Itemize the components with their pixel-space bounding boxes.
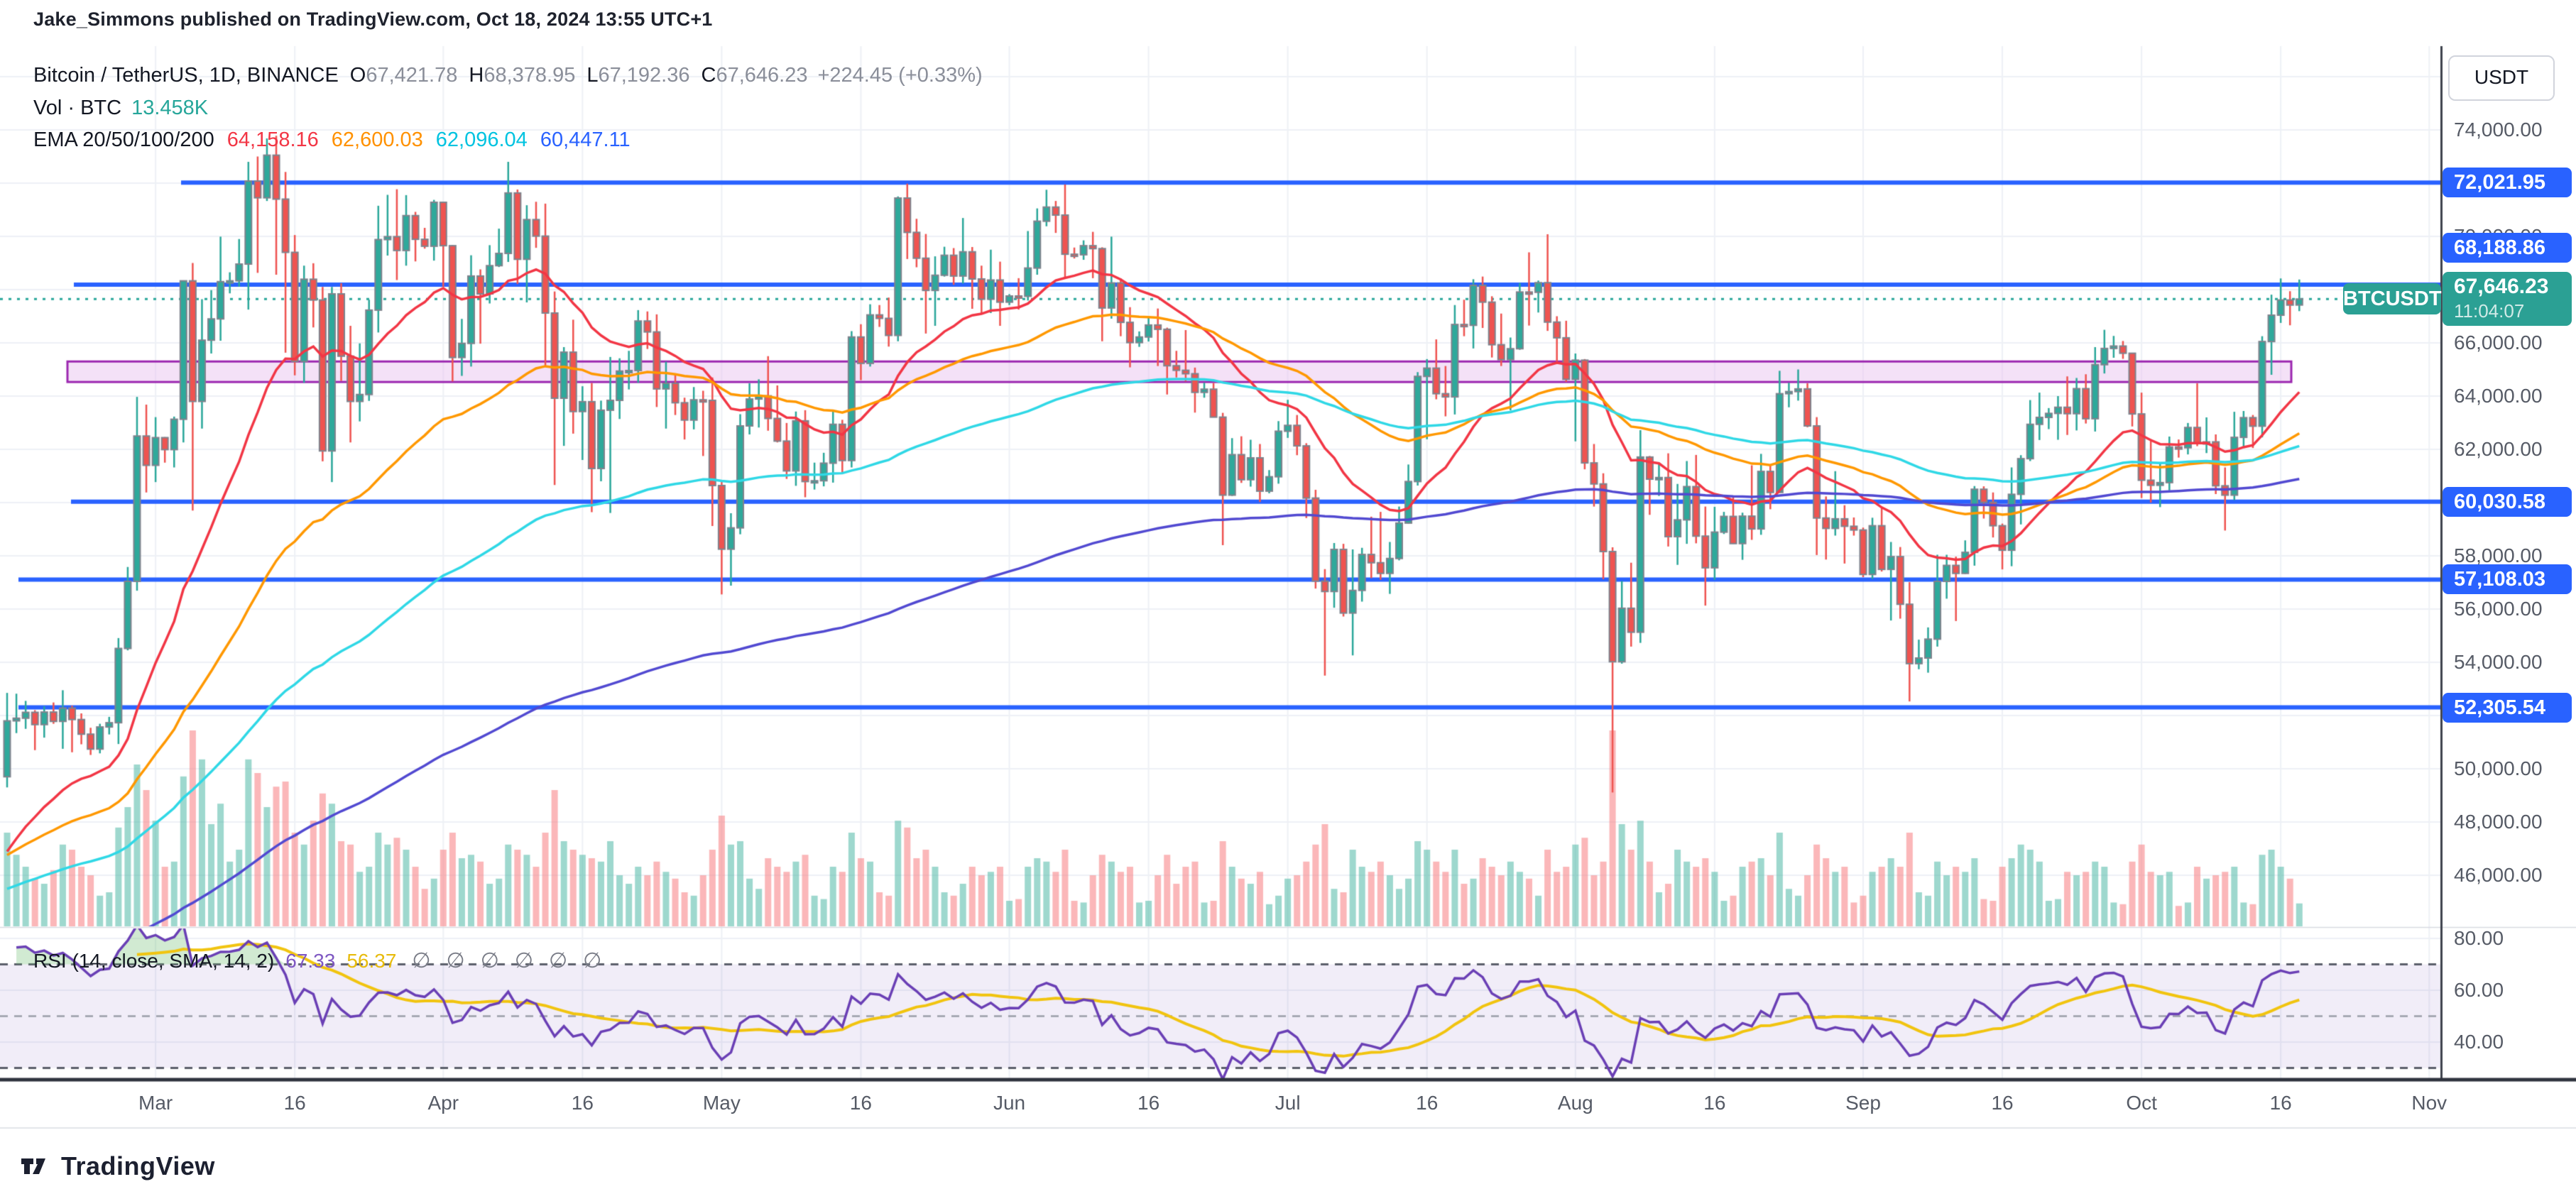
rsi-ma-value: 56.37 — [346, 950, 397, 972]
ohlc-key: O — [349, 64, 366, 87]
time-label: 16 — [571, 1092, 594, 1114]
price-tick: 50,000.00 — [2454, 757, 2543, 779]
price-level-tag: 52,305.54 — [2443, 692, 2572, 723]
time-label: May — [702, 1092, 741, 1114]
time-label: Apr — [427, 1092, 459, 1114]
time-label: Aug — [1557, 1092, 1593, 1114]
ema-value: 62,600.03 — [331, 128, 423, 151]
time-label: 16 — [1703, 1092, 1726, 1114]
symbol-price-flag: BTCUSDT — [2343, 283, 2442, 315]
volume-label: Vol · BTC — [33, 97, 122, 119]
rsi-legend[interactable]: RSI (14, close, SMA, 14, 2) 67.33 56.37 ∅ ∅ ∅… — [33, 948, 601, 973]
price-level-tag: 72,021.95 — [2443, 168, 2572, 198]
time-label: Oct — [2126, 1092, 2157, 1114]
change-value: +224.45 (+0.33%) — [817, 64, 983, 87]
ohlc-values: O67,421.78 H68,378.95 L67,192.36 C67,646.23 — [339, 64, 808, 87]
rsi-hidden-value: ∅ — [514, 949, 533, 972]
ohlc-value: 67,192.36 — [598, 64, 690, 87]
rsi-tick: 40.00 — [2454, 1031, 2504, 1053]
price-tick: 54,000.00 — [2454, 651, 2543, 673]
publisher-line: Jake_Simmons published on TradingView.co… — [33, 9, 713, 30]
price-level-tag: 57,108.03 — [2443, 564, 2572, 595]
rsi-hidden-values: ∅ ∅ ∅ ∅ ∅ ∅ — [396, 949, 602, 972]
time-label: 16 — [283, 1092, 306, 1114]
ohlc-key: L — [586, 64, 599, 87]
price-tick: 66,000.00 — [2454, 332, 2543, 354]
tradingview-wordmark: TradingView — [61, 1151, 215, 1180]
time-label: Mar — [138, 1092, 173, 1114]
rsi-hidden-value: ∅ — [548, 949, 568, 972]
ohlc-value: 67,421.78 — [366, 64, 458, 87]
price-level-tag: 60,030.58 — [2443, 486, 2572, 517]
rsi-tick: 60.00 — [2454, 979, 2504, 1001]
ema-value: 60,447.11 — [540, 128, 631, 151]
ohlc-key: C — [701, 64, 716, 87]
time-label: 16 — [849, 1092, 873, 1114]
ema-legend[interactable]: EMA 20/50/100/200 64,158.16 62,600.03 62,09… — [33, 128, 631, 152]
ema-values: 64,158.16 62,600.03 62,096.04 60,447.11 — [214, 128, 631, 151]
rsi-tick: 80.00 — [2454, 927, 2504, 949]
price-tick: 48,000.00 — [2454, 811, 2543, 833]
rsi-hidden-value: ∅ — [412, 949, 431, 972]
price-tick: 46,000.00 — [2454, 864, 2543, 886]
time-label: 16 — [1137, 1092, 1160, 1114]
ohlc-key: H — [469, 64, 484, 87]
price-level-tag: 68,188.86 — [2443, 232, 2572, 263]
price-tick: 62,000.00 — [2454, 438, 2543, 460]
rsi-label: RSI (14, close, SMA, 14, 2) — [33, 950, 275, 972]
price-tick: 74,000.00 — [2454, 119, 2543, 141]
rsi-hidden-value: ∅ — [480, 949, 499, 972]
time-label: Jun — [993, 1092, 1026, 1114]
ohlc-value: 67,646.23 — [716, 64, 808, 87]
volume-value: 13.458K — [131, 97, 209, 119]
current-price-value: 67,646.23 — [2454, 275, 2549, 299]
ohlc-value: 68,378.95 — [484, 64, 576, 87]
currency-toggle-button[interactable]: USDT — [2448, 55, 2555, 101]
rsi-hidden-value: ∅ — [446, 949, 465, 972]
bar-countdown: 11:04:07 — [2454, 300, 2525, 322]
rsi-value: 67.33 — [285, 950, 336, 972]
ema-label: EMA 20/50/100/200 — [33, 128, 214, 151]
time-label: 16 — [2269, 1092, 2292, 1114]
symbol-title: Bitcoin / TetherUS, 1D, BINANCE — [33, 64, 339, 87]
volume-legend[interactable]: Vol · BTC 13.458K — [33, 97, 208, 120]
tradingview-logo-icon — [21, 1158, 45, 1174]
ema-value: 64,158.16 — [227, 128, 319, 151]
time-label: Sep — [1845, 1092, 1881, 1114]
symbol-legend[interactable]: Bitcoin / TetherUS, 1D, BINANCE O67,421.7… — [33, 64, 983, 87]
ema-value: 62,096.04 — [435, 128, 528, 151]
time-label: 16 — [1416, 1092, 1439, 1114]
time-label: 16 — [1991, 1092, 2014, 1114]
price-tick: 64,000.00 — [2454, 385, 2543, 407]
tradingview-brand[interactable]: TradingView — [20, 1151, 215, 1181]
price-tick: 56,000.00 — [2454, 598, 2543, 620]
time-label: Jul — [1275, 1092, 1301, 1114]
price-tick: 58,000.00 — [2454, 544, 2543, 566]
time-label: Nov — [2411, 1092, 2447, 1114]
current-price-tag: 67,646.23 11:04:07 — [2443, 272, 2572, 327]
rsi-hidden-value: ∅ — [583, 949, 602, 972]
